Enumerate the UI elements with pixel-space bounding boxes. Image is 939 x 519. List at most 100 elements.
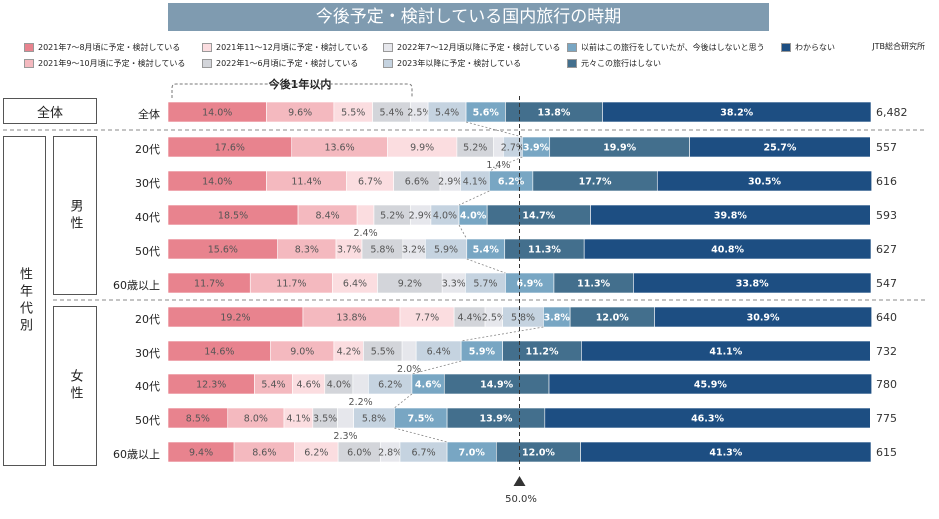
data-label: 5.8% bbox=[370, 245, 394, 256]
row-total: 616 bbox=[876, 175, 897, 188]
group-female-box: 女性 bbox=[53, 306, 97, 466]
row-label: 60歳以上 bbox=[113, 448, 160, 461]
legend-item: 2022年7～12月頃以降に予定・検討している bbox=[383, 42, 560, 53]
bar-segment bbox=[352, 373, 369, 395]
legend-label: 2021年11～12月頃に予定・検討している bbox=[216, 43, 369, 52]
legend-item: 2021年9～10月頃に予定・検討している bbox=[24, 58, 185, 69]
data-label: 1.4% bbox=[486, 160, 510, 171]
data-label: 4.2% bbox=[337, 347, 361, 358]
data-label: 2.5% bbox=[482, 313, 506, 324]
data-label: 12.0% bbox=[522, 448, 555, 459]
data-label: 11.2% bbox=[526, 347, 559, 358]
data-label: 18.5% bbox=[218, 211, 248, 222]
row-label: 20代 bbox=[135, 313, 160, 326]
data-label: 8.3% bbox=[295, 245, 319, 256]
data-label: 46.3% bbox=[691, 414, 724, 425]
data-label: 2.0% bbox=[397, 364, 421, 375]
data-label: 6.2% bbox=[498, 177, 525, 188]
data-label: 5.7% bbox=[473, 279, 497, 290]
data-label: 13.6% bbox=[324, 143, 354, 154]
data-label: 19.2% bbox=[220, 313, 250, 324]
within-year-bracket bbox=[171, 83, 413, 98]
data-label: 19.9% bbox=[603, 143, 636, 154]
data-label: 33.8% bbox=[736, 279, 769, 290]
data-label: 9.0% bbox=[290, 347, 314, 358]
data-label: 9.9% bbox=[410, 143, 434, 154]
data-label: 40.8% bbox=[711, 245, 744, 256]
data-label: 5.2% bbox=[380, 211, 404, 222]
bar-segment bbox=[590, 204, 871, 226]
data-label: 4.1% bbox=[463, 177, 487, 188]
data-label: 6.7% bbox=[411, 448, 435, 459]
legend-item: 2021年7～8月頃に予定・検討している bbox=[24, 42, 180, 53]
data-label: 4.0% bbox=[433, 211, 457, 222]
connector-line bbox=[465, 121, 523, 138]
data-label: 25.7% bbox=[763, 143, 796, 154]
bar-segment bbox=[581, 340, 871, 362]
connector-line bbox=[489, 156, 523, 172]
bar-segment bbox=[337, 407, 354, 429]
row-label: 30代 bbox=[135, 347, 160, 360]
legend-label: 2022年1～6月頃に予定・検討している bbox=[216, 59, 359, 68]
data-label: 3.3% bbox=[442, 279, 466, 290]
data-label: 8.0% bbox=[244, 414, 268, 425]
bar-segment bbox=[602, 101, 872, 123]
data-label: 2.9% bbox=[409, 211, 433, 222]
row-total: 547 bbox=[876, 277, 897, 290]
data-label: 2.4% bbox=[353, 228, 377, 239]
row-total: 732 bbox=[876, 345, 897, 358]
bar-segment bbox=[401, 340, 417, 362]
group-axis-label: 性年代別 bbox=[17, 267, 32, 335]
source-note: JTB総合研究所 bbox=[872, 42, 925, 51]
data-label: 3.2% bbox=[402, 245, 426, 256]
data-label: 3.8% bbox=[544, 313, 571, 324]
bar-segment bbox=[580, 441, 872, 463]
row-label: 60歳以上 bbox=[113, 279, 160, 292]
row-total: 780 bbox=[876, 378, 897, 391]
data-label: 5.2% bbox=[463, 143, 487, 154]
bar-segment bbox=[356, 204, 375, 226]
data-label: 45.9% bbox=[694, 380, 727, 391]
data-label: 41.1% bbox=[709, 347, 742, 358]
data-label: 2.3% bbox=[333, 431, 357, 442]
data-label: 14.9% bbox=[480, 380, 513, 391]
connector-line bbox=[394, 393, 413, 409]
data-label: 11.3% bbox=[577, 279, 610, 290]
row-total: 557 bbox=[876, 141, 897, 154]
connector-line bbox=[394, 427, 448, 443]
group-all-box: 全体 bbox=[3, 98, 97, 124]
legend-item: わからない bbox=[781, 42, 835, 53]
row-label: 20代 bbox=[135, 143, 160, 156]
data-label: 17.6% bbox=[215, 143, 245, 154]
legend-swatch bbox=[567, 59, 577, 68]
row-label: 50代 bbox=[135, 414, 160, 427]
data-label: 6.4% bbox=[427, 347, 451, 358]
data-label: 38.2% bbox=[720, 108, 753, 119]
legend-swatch bbox=[24, 59, 34, 68]
bar-segment bbox=[633, 272, 872, 294]
legend-label: 2023年以降に予定・検討している bbox=[397, 59, 522, 68]
data-label: 12.0% bbox=[596, 313, 629, 324]
data-label: 4.4% bbox=[458, 313, 482, 324]
data-label: 5.4% bbox=[473, 245, 500, 256]
legend-label: 2022年7～12月頃以降に予定・検討している bbox=[397, 43, 561, 52]
data-label: 2.7% bbox=[501, 143, 525, 154]
data-label: 3.7% bbox=[337, 245, 361, 256]
data-label: 2.5% bbox=[407, 108, 431, 119]
data-label: 14.6% bbox=[204, 347, 234, 358]
data-label: 41.3% bbox=[709, 448, 742, 459]
data-label: 11.7% bbox=[194, 279, 224, 290]
bar-segment bbox=[548, 373, 873, 395]
data-label: 4.1% bbox=[286, 414, 310, 425]
bar-segment bbox=[656, 170, 873, 192]
data-label: 7.0% bbox=[459, 448, 486, 459]
group-male-box: 男性 bbox=[53, 136, 97, 295]
data-label: 5.8% bbox=[362, 414, 386, 425]
data-label: 30.9% bbox=[747, 313, 780, 324]
data-label: 11.7% bbox=[276, 279, 306, 290]
legend-item: 2022年1～6月頃に予定・検討している bbox=[202, 58, 358, 69]
reference-marker bbox=[513, 476, 526, 486]
data-label: 9.2% bbox=[398, 279, 422, 290]
data-label: 2.8% bbox=[378, 448, 402, 459]
